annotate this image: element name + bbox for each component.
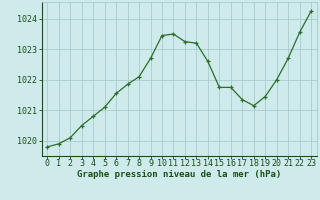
X-axis label: Graphe pression niveau de la mer (hPa): Graphe pression niveau de la mer (hPa) — [77, 170, 281, 179]
